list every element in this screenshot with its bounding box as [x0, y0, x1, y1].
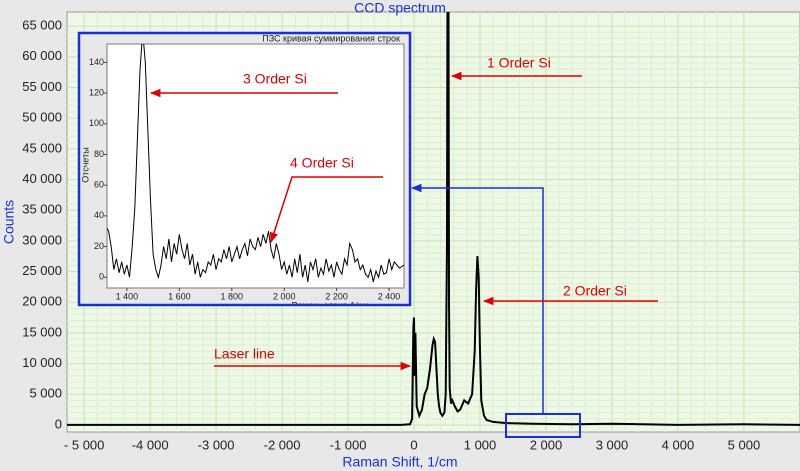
x-tick-label: -4 000	[132, 437, 169, 452]
y-tick-label: 50 000	[22, 110, 62, 125]
inset-chart: 1 400 1 600 1 800 2 000 2 200 2 400 0 20 40 60 80 1…	[89, 44, 404, 301]
annotation-label: Laser line	[214, 346, 275, 362]
x-tick-label: -2 000	[264, 437, 301, 452]
y-tick-label: 80	[94, 149, 104, 159]
spectrum-line	[107, 44, 404, 283]
y-tick-label: 5 000	[29, 386, 62, 401]
x-tick-label: 3 000	[596, 437, 629, 452]
x-tick-label: -1 000	[330, 437, 367, 452]
spectrum-line	[67, 12, 800, 426]
y-tick-label: 20 000	[22, 294, 62, 309]
inset-title: ПЗС кривая суммирования строк	[262, 33, 400, 43]
inset-x-label-clip: Раман. сдвиг, 1/см	[292, 300, 369, 310]
x-tick-label: 4 000	[662, 437, 695, 452]
series-clip	[67, 12, 800, 426]
y-tick-label: 45 000	[22, 140, 62, 155]
x-tick-label: 2 000	[530, 437, 563, 452]
x-tick-label: 1 400	[116, 291, 139, 301]
y-tick-label: 65 000	[22, 18, 62, 33]
x-tick-label: 1 800	[221, 291, 244, 301]
y-tick-label: 35 000	[22, 202, 62, 217]
annotation-label: 4 Order Si	[290, 155, 354, 171]
annotation-label: 3 Order Si	[243, 71, 307, 87]
y-tick-label: 0	[55, 416, 62, 431]
annotation-arrow	[269, 176, 383, 243]
y-tick-label: 60	[94, 180, 104, 190]
annotation-label: 1 Order Si	[487, 55, 551, 71]
x-tick-label: 1 600	[168, 291, 191, 301]
series-clip	[107, 44, 404, 283]
y-tick-label: 55 000	[22, 79, 62, 94]
y-tick-label: 0	[99, 272, 104, 282]
y-tick-label: 25 000	[22, 263, 62, 278]
zoom-connector	[410, 183, 544, 414]
y-tick-label: 120	[89, 87, 104, 97]
y-axis-label: Counts	[1, 200, 17, 244]
annotation-label: 2 Order Si	[563, 283, 627, 299]
x-tick-label: 5 000	[728, 437, 761, 452]
y-tick-label: 30 000	[22, 232, 62, 247]
inset-x-axis-label: Раман. сдвиг, 1/см	[292, 300, 369, 310]
y-tick-label: 100	[89, 118, 104, 128]
y-tick-label: 140	[89, 57, 104, 67]
x-tick-label: 0	[410, 437, 417, 452]
inset-y-axis-label: Отсчеты	[80, 147, 90, 182]
x-axis-label: Raman Shift, 1/cm	[342, 454, 457, 470]
y-tick-label: 40 000	[22, 171, 62, 186]
y-tick-label: 15 000	[22, 324, 62, 339]
y-tick-label: 10 000	[22, 355, 62, 370]
x-tick-label: 2 200	[325, 291, 348, 301]
y-tick-label: 20	[94, 241, 104, 251]
chart-title: CCD spectrum	[354, 0, 446, 16]
x-tick-label: -3 000	[198, 437, 235, 452]
y-tick-label: 40	[94, 210, 104, 220]
x-tick-label: 1 000	[464, 437, 497, 452]
x-tick-label: - 5 000	[64, 437, 104, 452]
y-tick-label: 60 000	[22, 48, 62, 63]
x-tick-label: 2 000	[273, 291, 296, 301]
x-tick-label: 2 400	[378, 291, 401, 301]
